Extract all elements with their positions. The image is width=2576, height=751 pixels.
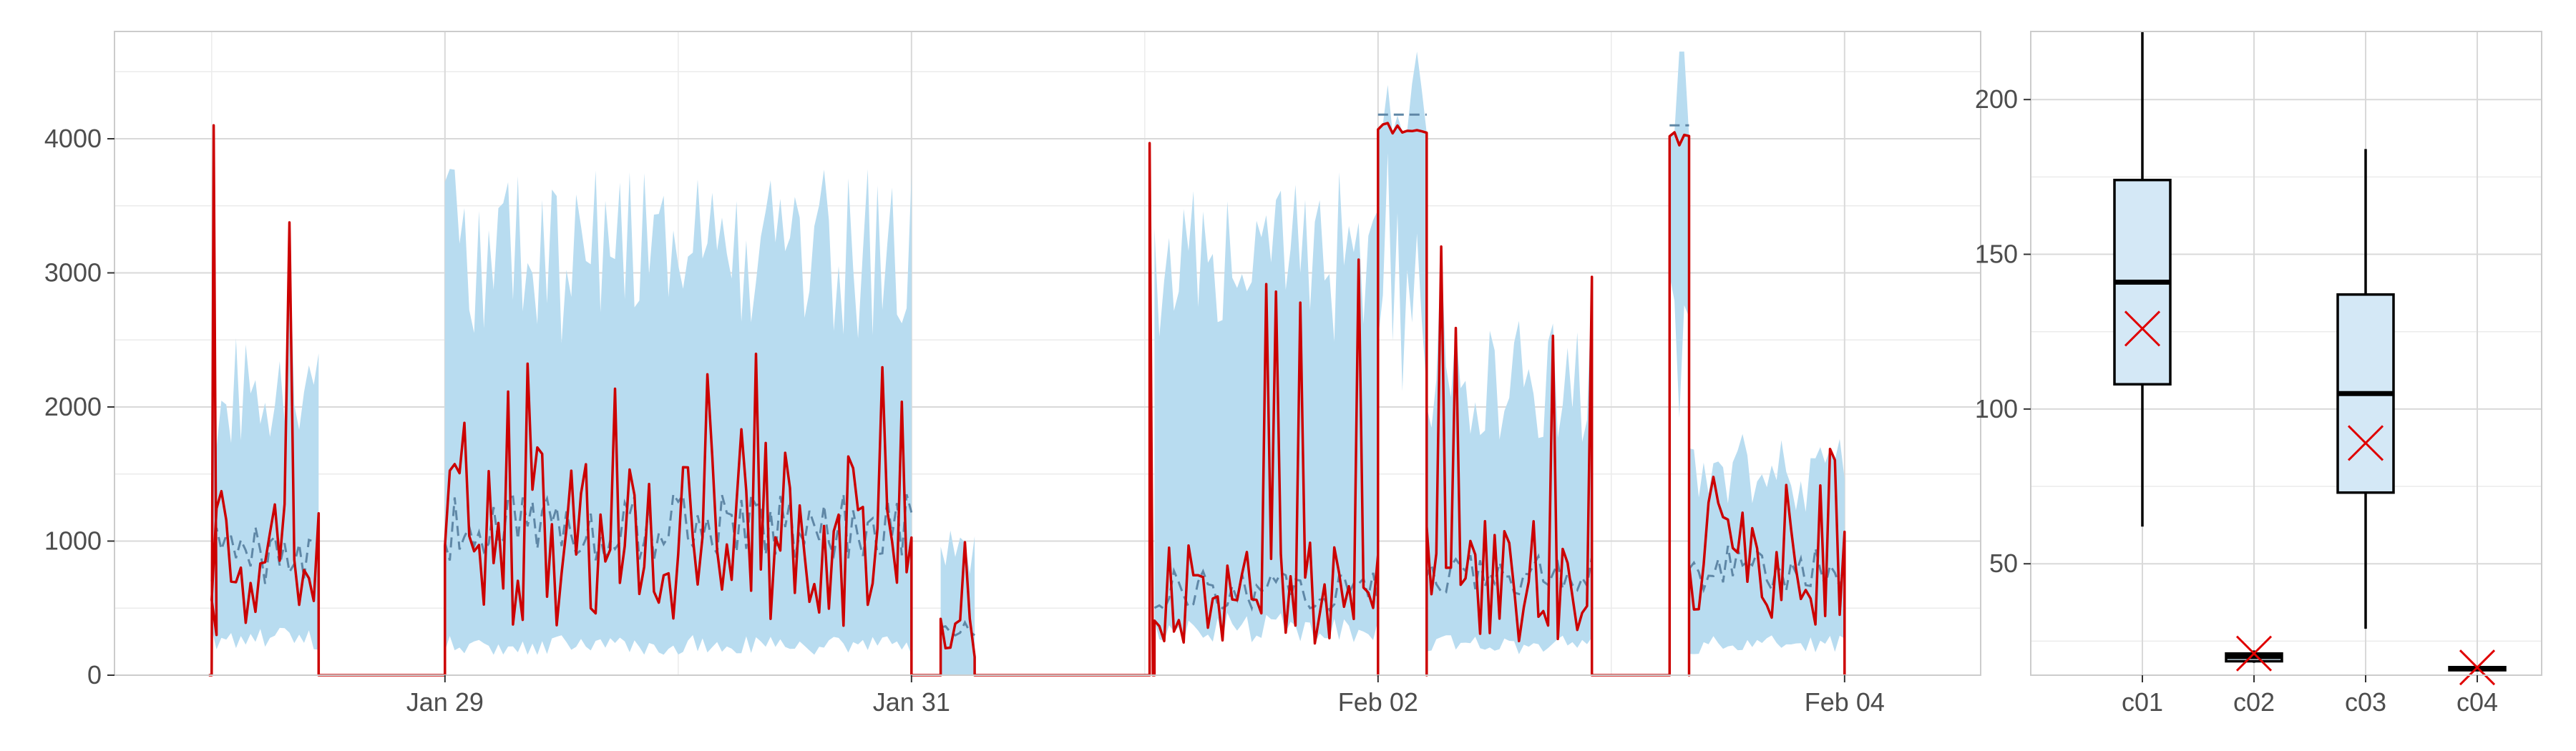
mean-marker — [2235, 635, 2273, 672]
x-tick-label: Jan 31 — [873, 687, 950, 717]
forecast-band — [1689, 433, 1845, 654]
forecast-median-line — [210, 526, 319, 584]
category-label: c02 — [2233, 687, 2275, 717]
category-label: c04 — [2457, 687, 2498, 717]
timeseries-panel-border — [114, 31, 1981, 676]
forecast-band — [444, 169, 912, 655]
box-c01 — [2113, 31, 2172, 527]
category-label: c03 — [2345, 687, 2386, 717]
y-tick-label: 3000 — [44, 258, 102, 288]
x-tick-label: Jan 29 — [406, 687, 484, 717]
forecast-median-line — [940, 619, 975, 637]
forecast-median-line — [444, 491, 913, 562]
mean-marker — [2124, 310, 2161, 347]
y-tick-label: 2000 — [44, 392, 102, 421]
y-tick-label: 150 — [1975, 240, 2018, 269]
forecast-band — [1154, 172, 1378, 644]
boxplot-panel-border — [2030, 31, 2542, 676]
forecast-median-line — [1153, 566, 1380, 612]
box-c03 — [2336, 149, 2395, 629]
forecast-median-series — [210, 113, 1846, 637]
forecast-band — [1426, 246, 1592, 654]
x-tick-label: Feb 04 — [1805, 687, 1885, 717]
y-tick-label: 100 — [1975, 394, 2018, 423]
forecast-band — [1377, 51, 1427, 392]
forecast-median-line — [1688, 545, 1846, 594]
y-tick-label: 50 — [1989, 549, 2018, 578]
box-c02 — [2225, 635, 2283, 672]
y-tick-label: 1000 — [44, 526, 102, 556]
forecast-median-line — [1425, 553, 1594, 596]
box-c04 — [2448, 649, 2507, 686]
forecast-band-series — [211, 51, 1845, 675]
actual-series-line — [208, 122, 1846, 677]
category-label: c01 — [2122, 687, 2163, 717]
y-tick-label: 0 — [87, 660, 102, 689]
boxplot-grid — [2031, 31, 2542, 675]
y-tick-label: 200 — [1975, 84, 2018, 114]
mean-marker — [2459, 649, 2496, 686]
x-tick-label: Feb 02 — [1338, 687, 1418, 717]
y-tick-label: 4000 — [44, 124, 102, 153]
mean-marker — [2347, 425, 2384, 461]
forecast-band — [1669, 51, 1689, 418]
